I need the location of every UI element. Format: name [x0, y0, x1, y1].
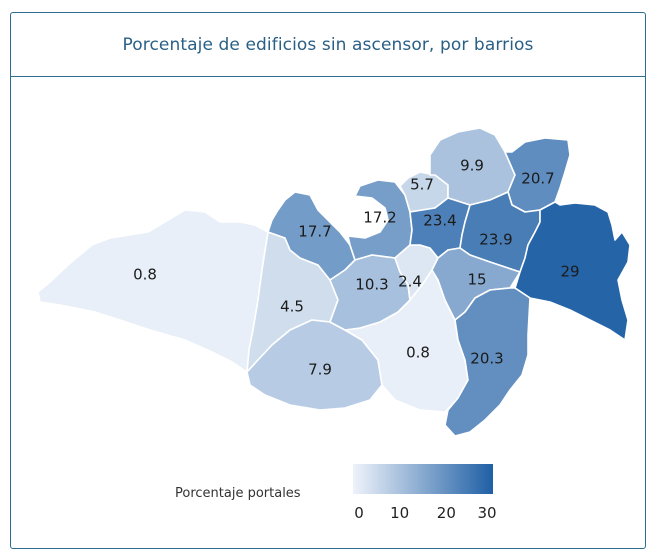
region-value-label: 4.5	[280, 298, 304, 316]
region-south-east[interactable]	[444, 287, 531, 437]
region-value-label: 2.4	[398, 273, 422, 291]
title-bar: Porcentaje de edificios sin ascensor, po…	[11, 13, 645, 77]
region-value-label: 0.8	[406, 344, 430, 362]
region-value-label: 23.9	[479, 231, 512, 249]
legend-color-bar	[353, 464, 493, 494]
region-north-west-central[interactable]	[267, 191, 356, 281]
legend-title: Porcentaje portales	[175, 486, 301, 501]
region-east[interactable]	[514, 201, 631, 341]
map-regions	[37, 127, 631, 437]
region-value-label: 7.9	[308, 361, 332, 379]
region-value-label: 9.9	[460, 157, 484, 175]
map-value-labels: 0.8 4.5 7.9 0.8 17.7 17.2 10.3 2.4 5.7 9.9 20.7 23.…	[133, 157, 579, 379]
region-value-label: 17.2	[363, 209, 396, 227]
legend-tick-label: 0	[354, 504, 364, 522]
region-value-label: 20.7	[521, 170, 554, 188]
region-west[interactable]	[37, 209, 269, 373]
region-value-label: 17.7	[298, 223, 331, 241]
legend-ticks: 0 10 20 30	[354, 504, 496, 522]
region-value-label: 10.3	[355, 276, 388, 294]
region-value-label: 20.3	[470, 350, 503, 368]
color-legend: Porcentaje portales 0 10 20 30	[175, 464, 497, 522]
legend-tick-label: 20	[437, 504, 456, 522]
region-value-label: 29	[560, 263, 579, 281]
region-value-label: 15	[467, 271, 486, 289]
legend-tick-label: 30	[477, 504, 496, 522]
region-value-label: 5.7	[410, 176, 434, 194]
map-title: Porcentaje de edificios sin ascensor, po…	[122, 34, 534, 55]
region-value-label: 0.8	[133, 266, 157, 284]
region-value-label: 23.4	[423, 212, 456, 230]
legend-tick-label: 10	[390, 504, 409, 522]
